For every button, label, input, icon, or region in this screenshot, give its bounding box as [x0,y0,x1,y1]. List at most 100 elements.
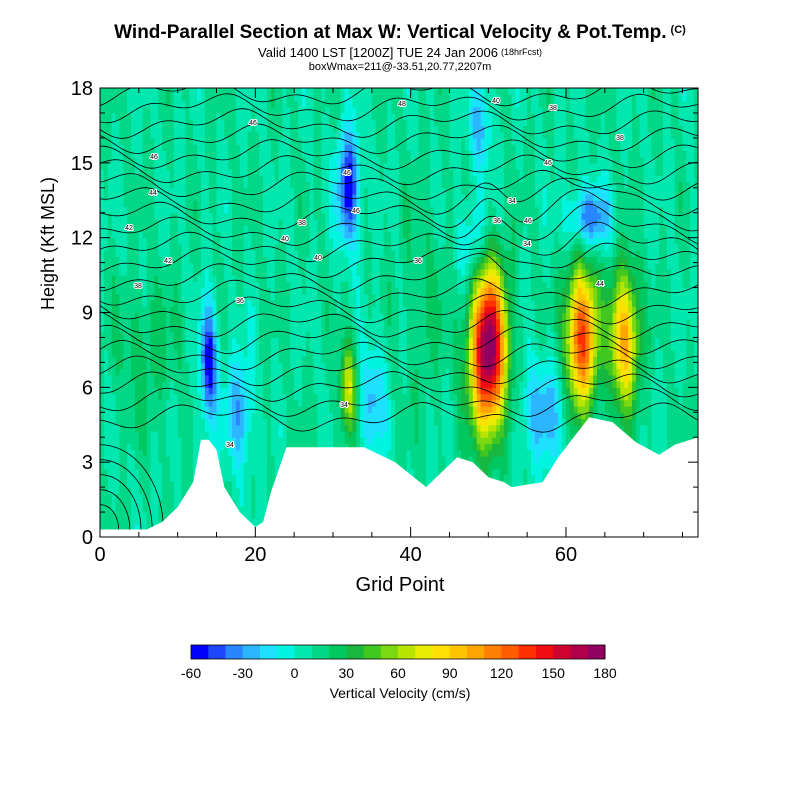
velocity-cell [181,399,187,407]
velocity-cell [154,181,159,189]
velocity-cell [321,212,326,220]
velocity-cell [243,468,249,476]
velocity-cell [278,437,284,445]
velocity-cell [158,237,163,245]
velocity-cell [146,381,152,388]
velocity-cell [216,237,221,245]
velocity-cell [169,231,175,239]
velocity-cell [111,162,117,170]
velocity-cell [189,212,194,220]
velocity-cell [332,231,338,239]
velocity-cell [169,449,175,457]
velocity-cell [251,518,256,526]
velocity-cell [103,493,109,501]
velocity-cell [224,250,229,257]
velocity-cell [150,343,155,351]
velocity-cell [146,106,152,114]
velocity-cell [162,374,167,382]
velocity-cell [111,237,117,245]
velocity-cell [232,156,237,164]
velocity-cell [259,88,264,95]
velocity-cell [177,443,183,451]
velocity-cell [336,250,342,257]
velocity-cell [232,300,237,307]
velocity-cell [309,225,315,233]
velocity-cell [255,169,260,176]
velocity-cell [255,262,260,270]
velocity-cell [158,493,163,501]
velocity-cell [364,443,369,451]
velocity-cell [332,150,338,158]
velocity-cell [301,399,307,407]
velocity-cell [259,150,264,158]
velocity-cell [340,112,346,120]
velocity-cell [259,175,264,183]
velocity-cell [100,144,105,151]
velocity-cell [181,362,187,370]
velocity-cell [255,131,260,139]
velocity-cell [251,100,256,108]
velocity-cell [255,362,260,370]
velocity-cell [274,468,280,476]
velocity-cell [232,474,237,482]
velocity-cell [166,119,171,127]
velocity-cell [100,343,105,351]
velocity-cell [107,281,113,289]
velocity-cell [255,505,260,513]
velocity-cell [336,356,342,363]
velocity-cell [181,287,187,295]
velocity-cell [103,200,109,208]
velocity-cell [115,106,121,114]
velocity-cell [107,100,113,108]
velocity-cell [239,162,245,170]
velocity-cell [356,125,361,133]
velocity-cell [100,368,105,376]
velocity-cell [197,287,202,295]
velocity-cell [336,156,342,164]
velocity-cell [309,150,315,158]
velocity-cell [107,480,113,488]
velocity-cell [177,381,183,388]
velocity-cell [158,250,163,257]
velocity-cell [169,250,175,257]
velocity-cell [232,119,237,127]
velocity-cell [251,181,256,189]
velocity-cell [185,393,190,401]
velocity-cell [294,275,299,282]
velocity-cell [177,324,183,332]
velocity-cell [220,106,225,114]
velocity-cell [162,312,167,320]
velocity-cell [224,112,229,120]
velocity-cell [344,187,350,195]
velocity-cell [348,381,353,388]
velocity-cell [305,412,311,420]
velocity-cell [251,324,256,332]
velocity-cell [138,187,144,195]
velocity-cell [332,293,338,301]
velocity-cell [100,518,105,526]
velocity-cell [154,281,159,289]
velocity-cell [336,337,342,345]
velocity-cell [169,194,175,201]
velocity-cell [185,125,190,133]
velocity-cell [185,356,190,363]
velocity-cell [321,137,326,145]
velocity-cell [348,399,353,407]
velocity-cell [344,337,350,345]
velocity-cell [305,393,311,401]
velocity-cell [193,412,198,420]
velocity-cell [228,268,233,276]
velocity-cell [235,406,241,413]
velocity-cell [166,362,171,370]
velocity-cell [142,175,148,183]
velocity-cell [286,287,291,295]
velocity-cell [263,218,268,226]
velocity-cell [127,125,132,133]
velocity-cell [131,187,136,195]
velocity-cell [103,187,109,195]
velocity-cell [181,468,187,476]
velocity-cell [282,112,287,120]
velocity-cell [158,393,163,401]
velocity-cell [301,331,307,339]
velocity-cell [259,362,264,370]
